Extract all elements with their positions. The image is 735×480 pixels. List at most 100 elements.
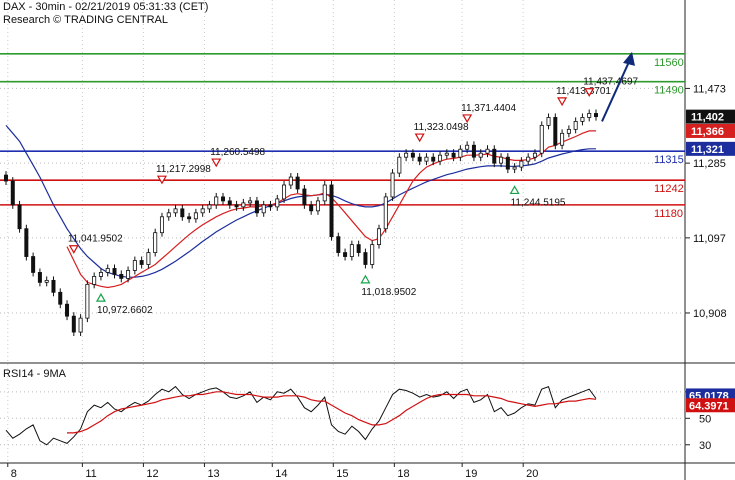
candle-up: [241, 202, 246, 208]
date-tick-label: 8: [11, 468, 17, 480]
date-tick-label: 15: [336, 468, 348, 480]
price-tick-label: 11,097: [693, 233, 726, 245]
candle-up: [85, 283, 90, 319]
price-tag-label: 11,402: [691, 112, 724, 124]
candle-down: [471, 144, 476, 158]
candle-up: [560, 132, 565, 146]
price-tick-label: 11,473: [693, 83, 726, 95]
price-tag: [686, 141, 735, 156]
candle-up: [458, 148, 463, 158]
candle-up: [546, 117, 551, 126]
candle-down: [505, 156, 510, 170]
candle-up: [322, 184, 327, 202]
price-tag: [686, 109, 735, 124]
candle-down: [17, 204, 22, 230]
candle-up: [376, 228, 381, 246]
candle-up: [98, 272, 103, 277]
candle-up: [424, 156, 429, 162]
candle-up: [478, 152, 483, 158]
candle-down: [329, 184, 334, 238]
candle-down: [336, 236, 341, 253]
candle-down: [451, 152, 456, 158]
candle-up: [132, 260, 137, 271]
candle-up: [214, 196, 219, 206]
candle-down: [180, 208, 185, 218]
high-marker-label: 11,323.0498: [414, 122, 469, 133]
candle-up: [390, 172, 395, 198]
price-tag-label: 11,366: [691, 126, 724, 138]
price-tick-label: 11,285: [693, 158, 726, 170]
level-label: 11490: [654, 85, 684, 97]
candle-up: [282, 184, 287, 200]
price-tag: [686, 123, 735, 138]
candle-up: [146, 252, 151, 265]
candle-down: [71, 315, 76, 333]
candle-down: [187, 216, 192, 220]
candle-up: [526, 156, 531, 162]
high-marker-label: 11,260.5498: [210, 147, 265, 158]
candle-up: [44, 279, 49, 283]
date-tick-label: 19: [465, 468, 477, 480]
low-marker-label: 11,244.5195: [511, 197, 566, 208]
candle-up: [275, 198, 280, 208]
candle-up: [512, 166, 517, 170]
candle-down: [302, 188, 307, 206]
candle-up: [315, 200, 320, 212]
candle-up: [383, 196, 388, 230]
candle-down: [65, 303, 70, 317]
low-marker-label: 11,018.9502: [361, 287, 416, 298]
candle-up: [465, 144, 470, 150]
high-marker: [557, 97, 568, 107]
candle-down: [295, 176, 300, 190]
candle-up: [78, 317, 83, 333]
candle-up: [349, 244, 354, 257]
candle-up: [126, 270, 131, 279]
date-tick-label: 13: [207, 468, 219, 480]
price-tick-label: 10,908: [693, 308, 727, 320]
date-tick-label: 11: [85, 468, 96, 480]
candle-down: [363, 252, 368, 265]
candle-down: [31, 256, 36, 273]
candle-up: [444, 152, 449, 156]
candle-up: [193, 212, 198, 220]
candle-down: [417, 156, 422, 162]
candle-up: [153, 232, 158, 253]
candle-down: [343, 252, 348, 257]
high-marker-label: 11,217.2998: [156, 164, 211, 175]
candle-down: [309, 204, 314, 212]
level-label: 11315: [654, 154, 684, 166]
low-marker: [95, 292, 106, 302]
high-marker: [68, 245, 79, 254]
candle-up: [200, 208, 205, 214]
candle-down: [4, 174, 9, 182]
candle-up: [248, 200, 253, 204]
date-tick-label: 20: [526, 468, 538, 480]
candle-down: [10, 180, 15, 206]
research-credit: Research © TRADING CENTRAL: [3, 14, 168, 26]
high-marker-label: 11,413.8701: [556, 86, 611, 97]
high-marker-label: 11,041.9502: [68, 234, 123, 245]
rsi-tick-label: 50: [699, 413, 711, 425]
candle-up: [587, 113, 592, 118]
candle-up: [288, 176, 293, 186]
low-marker: [509, 185, 520, 195]
candle-down: [119, 274, 124, 279]
level-label: 11242: [654, 183, 684, 195]
candle-down: [37, 272, 42, 283]
date-tick-label: 18: [397, 468, 409, 480]
low-marker-label: 10,972.6602: [97, 305, 153, 316]
candle-down: [594, 113, 599, 118]
high-marker: [156, 175, 168, 185]
chart-title: DAX - 30min - 02/21/2019 05:31:33 (CET): [3, 1, 209, 13]
candle-down: [227, 200, 232, 206]
candle-up: [370, 244, 375, 265]
forecast-arrow: [601, 61, 630, 122]
candle-up: [519, 160, 524, 168]
candle-down: [139, 260, 144, 265]
candle-down: [51, 279, 56, 293]
candle-up: [173, 208, 178, 214]
candle-down: [254, 200, 259, 214]
rsi-panel-label: RSI14 - 9MA: [3, 368, 66, 380]
rsi-tag: [686, 398, 735, 413]
rsi-tick-label: 30: [699, 440, 711, 452]
